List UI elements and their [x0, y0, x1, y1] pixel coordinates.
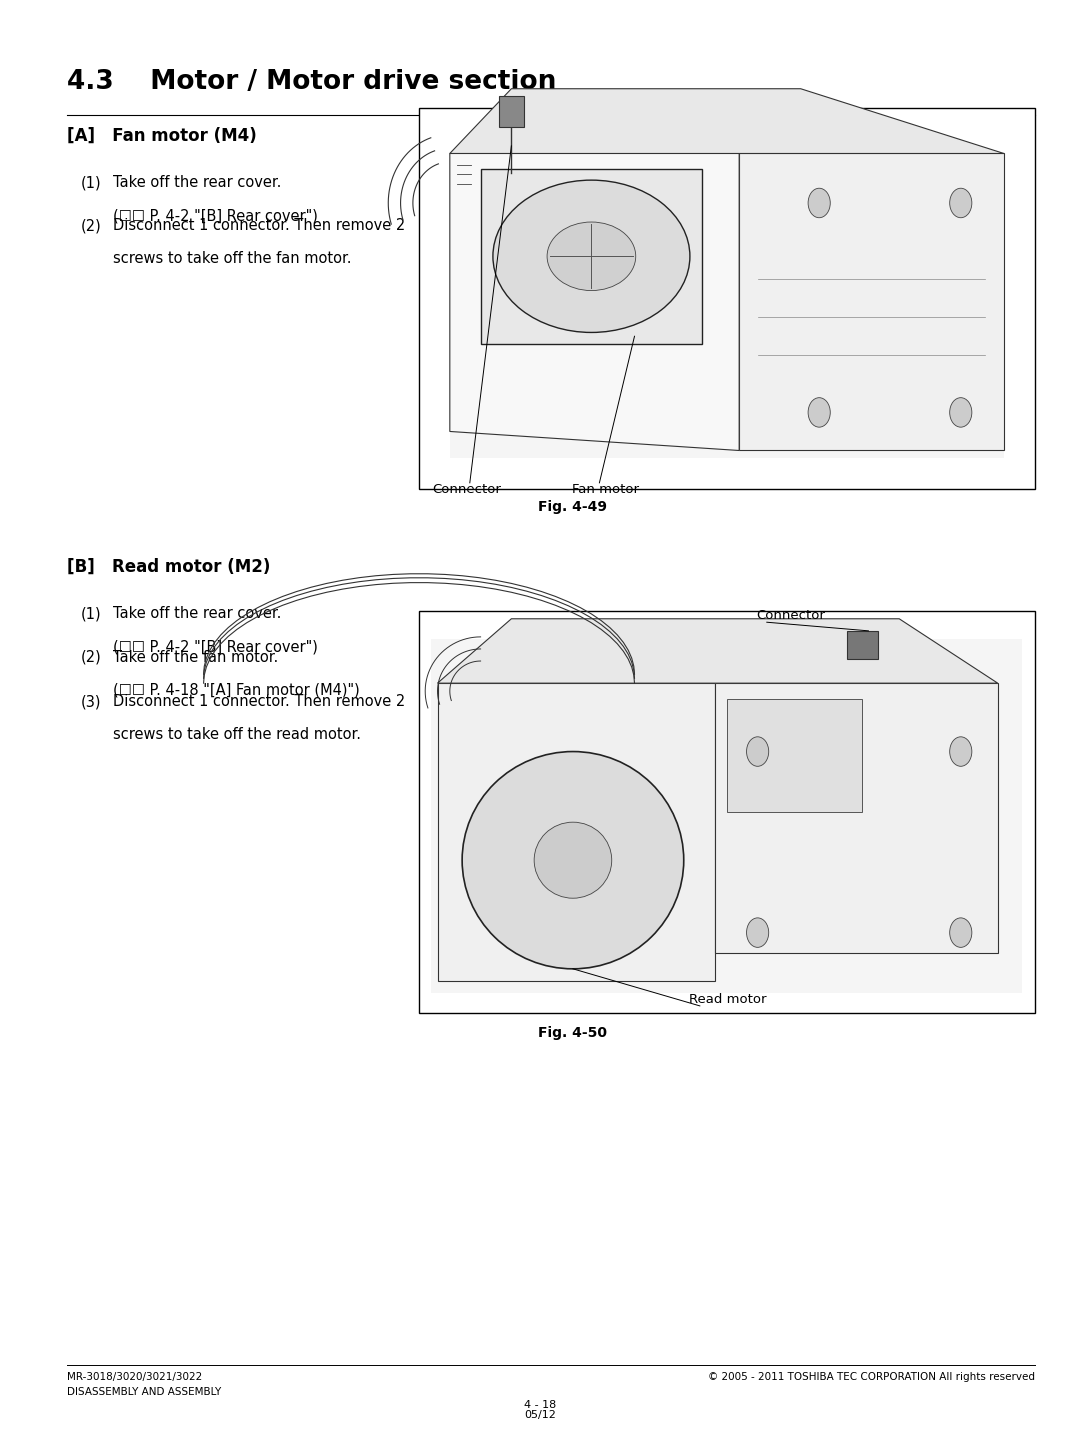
- Bar: [499, 96, 524, 126]
- Text: (3): (3): [81, 694, 102, 708]
- Text: 4 - 18: 4 - 18: [524, 1400, 556, 1410]
- Circle shape: [949, 398, 972, 427]
- Polygon shape: [481, 168, 702, 343]
- Polygon shape: [715, 683, 998, 953]
- Circle shape: [949, 737, 972, 766]
- Polygon shape: [450, 89, 1004, 154]
- Bar: [431, 639, 1023, 993]
- Text: (☐☐ P. 4-18 "[A] Fan motor (M4)"): (☐☐ P. 4-18 "[A] Fan motor (M4)"): [113, 683, 360, 697]
- Circle shape: [746, 918, 769, 947]
- Circle shape: [808, 188, 831, 218]
- Polygon shape: [437, 619, 998, 683]
- Text: Connector: Connector: [756, 609, 825, 622]
- Text: [A]   Fan motor (M4): [A] Fan motor (M4): [67, 126, 257, 145]
- Text: screws to take off the fan motor.: screws to take off the fan motor.: [113, 251, 352, 266]
- Text: Disconnect 1 connector. Then remove 2: Disconnect 1 connector. Then remove 2: [113, 694, 406, 708]
- Bar: [419, 108, 1035, 489]
- Circle shape: [808, 398, 831, 427]
- Polygon shape: [437, 683, 715, 981]
- Text: Fan motor: Fan motor: [572, 483, 639, 496]
- Bar: [450, 161, 1004, 458]
- Polygon shape: [450, 154, 739, 451]
- Text: 4.3    Motor / Motor drive section: 4.3 Motor / Motor drive section: [67, 69, 556, 95]
- Text: 05/12: 05/12: [524, 1410, 556, 1420]
- Bar: [727, 700, 862, 812]
- Text: (2): (2): [81, 650, 102, 664]
- Text: (2): (2): [81, 218, 102, 233]
- Circle shape: [949, 188, 972, 218]
- Text: Take off the fan motor.: Take off the fan motor.: [113, 650, 279, 664]
- Bar: [847, 631, 878, 660]
- Text: (☐☐ P. 4-2 "[B] Rear cover"): (☐☐ P. 4-2 "[B] Rear cover"): [113, 639, 319, 654]
- Text: © 2005 - 2011 TOSHIBA TEC CORPORATION All rights reserved: © 2005 - 2011 TOSHIBA TEC CORPORATION Al…: [707, 1372, 1035, 1382]
- Text: Fig. 4-50: Fig. 4-50: [538, 1026, 607, 1040]
- Text: [B]   Read motor (M2): [B] Read motor (M2): [67, 558, 270, 576]
- Circle shape: [949, 918, 972, 947]
- Ellipse shape: [535, 822, 611, 898]
- Text: Take off the rear cover.: Take off the rear cover.: [113, 175, 282, 190]
- Text: Connector: Connector: [432, 483, 501, 496]
- Ellipse shape: [462, 752, 684, 969]
- Text: DISASSEMBLY AND ASSEMBLY: DISASSEMBLY AND ASSEMBLY: [67, 1387, 221, 1397]
- Bar: [419, 611, 1035, 1013]
- Text: (☐☐ P. 4-2 "[B] Rear cover"): (☐☐ P. 4-2 "[B] Rear cover"): [113, 208, 319, 223]
- Ellipse shape: [492, 180, 690, 332]
- Text: (1): (1): [81, 606, 102, 621]
- Text: Disconnect 1 connector. Then remove 2: Disconnect 1 connector. Then remove 2: [113, 218, 406, 233]
- Text: (1): (1): [81, 175, 102, 190]
- Text: Take off the rear cover.: Take off the rear cover.: [113, 606, 282, 621]
- Text: Read motor: Read motor: [689, 993, 767, 1006]
- Text: screws to take off the read motor.: screws to take off the read motor.: [113, 727, 362, 741]
- Polygon shape: [739, 154, 1004, 451]
- Circle shape: [746, 737, 769, 766]
- Text: MR-3018/3020/3021/3022: MR-3018/3020/3021/3022: [67, 1372, 202, 1382]
- Text: Fig. 4-49: Fig. 4-49: [538, 500, 607, 514]
- Ellipse shape: [548, 223, 636, 290]
